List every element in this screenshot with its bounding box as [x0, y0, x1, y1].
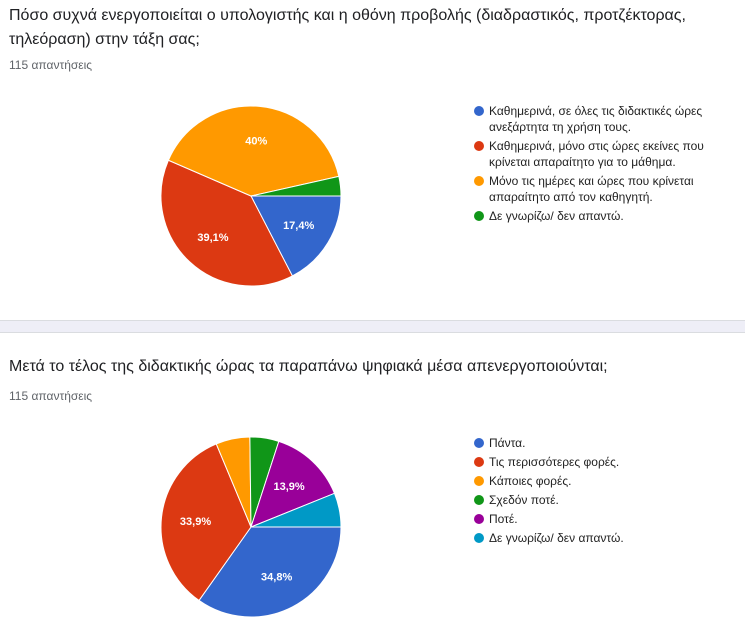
response-count: 115 απαντήσεις	[9, 58, 93, 72]
question-title: Πόσο συχνά ενεργοποιείται ο υπολογιστής …	[9, 7, 686, 48]
legend-item: Πάντα.	[474, 435, 724, 451]
legend-item: Ποτέ.	[474, 511, 724, 527]
chart-legend: Πάντα. Τις περισσότερες φορές. Κάποιες φορ…	[474, 435, 724, 549]
legend-label: Καθημερινά, μόνο στις ώρες εκείνες που κ…	[489, 139, 704, 169]
pie-slice	[167, 105, 340, 197]
slice-label: 34,8%	[261, 572, 292, 584]
legend-label: Καθημερινά, σε όλες τις διδακτικές ώρες …	[489, 104, 703, 134]
legend-swatch	[474, 476, 484, 486]
response-count: 115 απαντήσεις	[9, 389, 93, 403]
question-title: Μετά το τέλος της διδακτικής ώρας τα παρ…	[9, 358, 608, 375]
pie-chart: 17,4% 39,1% 40%	[160, 105, 342, 287]
slice-label: 33,9%	[180, 516, 211, 528]
legend-swatch	[474, 141, 484, 151]
legend-swatch	[474, 438, 484, 448]
slice-label: 13,9%	[273, 481, 304, 493]
slice-label: 40%	[245, 135, 267, 147]
legend-label: Τις περισσότερες φορές.	[489, 455, 620, 469]
pie-slice	[250, 195, 342, 277]
legend-label: Ποτέ.	[489, 512, 518, 526]
slice-label: 17,4%	[283, 220, 314, 232]
legend-label: Πάντα.	[489, 436, 526, 450]
legend-item: Σχεδόν ποτέ.	[474, 492, 724, 508]
pie-slice	[250, 492, 342, 528]
pie-slice	[250, 440, 336, 528]
pie-slice	[160, 443, 252, 602]
question-card-2: Μετά το τέλος της διδακτικής ώρας τα παρ…	[0, 333, 745, 620]
legend-label: Κάποιες φορές.	[489, 474, 572, 488]
legend-label: Σχεδόν ποτέ.	[489, 493, 559, 507]
legend-swatch	[474, 106, 484, 116]
card-separator	[0, 320, 745, 333]
legend-swatch	[474, 176, 484, 186]
legend-item: Κάποιες φορές.	[474, 473, 724, 489]
legend-label: Δε γνωρίζω/ δεν απαντώ.	[489, 531, 624, 545]
slice-label: 39,1%	[197, 232, 228, 244]
legend-swatch	[474, 457, 484, 467]
chart-legend: Καθημερινά, σε όλες τις διδακτικές ώρες …	[474, 103, 724, 227]
legend-label: Δε γνωρίζω/ δεν απαντώ.	[489, 209, 624, 223]
legend-label: Μόνο τις ημέρες και ώρες που κρίνεται απ…	[489, 174, 694, 204]
legend-swatch	[474, 533, 484, 543]
legend-item: Καθημερινά, μόνο στις ώρες εκείνες που κ…	[474, 138, 724, 170]
pie-slice	[160, 159, 294, 287]
legend-swatch	[474, 495, 484, 505]
question-card-1: Πόσο συχνά ενεργοποιείται ο υπολογιστής …	[9, 7, 724, 287]
pie-chart: 34,8% 33,9% 13,9%	[160, 436, 342, 618]
legend-item: Μόνο τις ημέρες και ώρες που κρίνεται απ…	[474, 173, 724, 205]
legend-swatch	[474, 514, 484, 524]
legend-item: Δε γνωρίζω/ δεν απαντώ.	[474, 208, 724, 224]
pie-slice	[198, 526, 342, 618]
legend-item: Τις περισσότερες φορές.	[474, 454, 724, 470]
legend-item: Δε γνωρίζω/ δεν απαντώ.	[474, 530, 724, 546]
legend-swatch	[474, 211, 484, 221]
pie-slice	[250, 175, 342, 197]
legend-item: Καθημερινά, σε όλες τις διδακτικές ώρες …	[474, 103, 724, 135]
